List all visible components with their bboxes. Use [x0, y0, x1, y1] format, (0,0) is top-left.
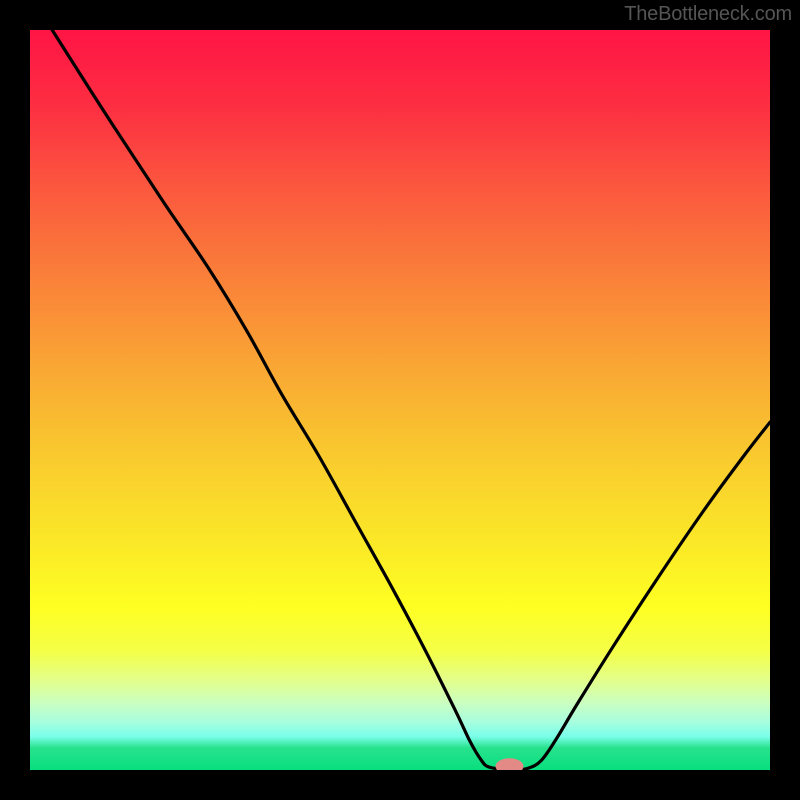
plot-svg: [30, 30, 770, 770]
chart-container: TheBottleneck.com: [0, 0, 800, 800]
plot-area: [30, 30, 770, 770]
gradient-background: [30, 30, 770, 770]
watermark-text: TheBottleneck.com: [624, 3, 792, 26]
